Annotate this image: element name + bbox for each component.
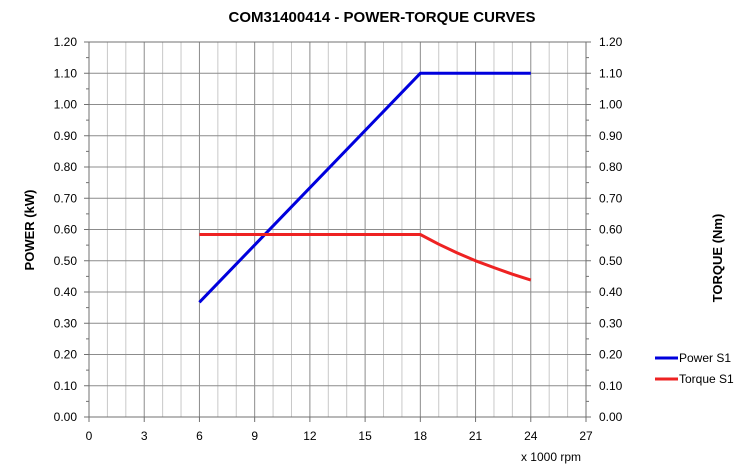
y-tick-label-right: 0.80	[599, 160, 623, 174]
y-tick-label-left: 0.90	[54, 129, 78, 143]
y-tick-label-left: 0.30	[54, 316, 78, 330]
chart-title: COM31400414 - POWER-TORQUE CURVES	[228, 9, 535, 26]
x-tick-label: 15	[358, 429, 372, 443]
y-tick-label-left: 0.10	[54, 379, 78, 393]
y-tick-label-left: 0.60	[54, 223, 78, 237]
series-line-power-s1	[198, 71, 531, 304]
x-axis-title: x 1000 rpm	[521, 450, 581, 464]
y-tick-label-right: 0.70	[599, 191, 623, 205]
legend: Power S1 Torque S1	[655, 351, 734, 386]
y-tick-label-right: 1.10	[599, 66, 623, 80]
y-tick-label-left: 1.00	[54, 98, 78, 112]
y-tick-label-right: 0.40	[599, 285, 623, 299]
y-tick-label-left: 0.70	[54, 191, 78, 205]
y-tick-label-right: 1.00	[599, 98, 623, 112]
series-group	[198, 71, 532, 304]
x-tick-label: 3	[141, 429, 148, 443]
left-y-axis: 0.00 0.10 0.20 0.30 0.40 0.50 0.60 0.70 0.80 0.90…	[54, 35, 89, 424]
x-tick-label: 27	[579, 429, 593, 443]
x-axis: 0 3 6 9 12 15 18 21 24 27	[86, 417, 593, 443]
y-tick-label-right: 0.00	[599, 410, 623, 424]
y-tick-label-left: 1.20	[54, 35, 78, 49]
y-axis-title-left: POWER (kW)	[22, 190, 37, 271]
x-tick-label: 9	[251, 429, 258, 443]
legend-label: Power S1	[679, 351, 731, 365]
x-tick-label: 18	[414, 429, 428, 443]
y-tick-label-left: 0.20	[54, 348, 78, 362]
x-tick-label: 24	[524, 429, 538, 443]
right-y-axis: 0.00 0.10 0.20 0.30 0.40 0.50 0.60 0.70 0.80 0.90…	[586, 35, 623, 424]
x-tick-label: 21	[469, 429, 483, 443]
y-tick-label-right: 0.60	[599, 223, 623, 237]
x-tick-label: 12	[303, 429, 317, 443]
y-tick-label-left: 1.10	[54, 66, 78, 80]
legend-label: Torque S1	[679, 372, 734, 386]
y-tick-label-right: 0.30	[599, 316, 623, 330]
y-tick-label-right: 1.20	[599, 35, 623, 49]
y-tick-label-right: 0.10	[599, 379, 623, 393]
y-tick-label-left: 0.50	[54, 254, 78, 268]
y-tick-label-left: 0.40	[54, 285, 78, 299]
grid	[88, 41, 587, 418]
series-line-torque-s1	[199, 233, 532, 282]
y-tick-label-right: 0.50	[599, 254, 623, 268]
y-axis-title-right: TORQUE (Nm)	[710, 214, 725, 303]
y-tick-label-left: 0.80	[54, 160, 78, 174]
y-tick-label-right: 0.20	[599, 348, 623, 362]
x-tick-label: 6	[196, 429, 203, 443]
x-tick-label: 0	[86, 429, 93, 443]
y-tick-label-left: 0.00	[54, 410, 78, 424]
y-tick-label-right: 0.90	[599, 129, 623, 143]
